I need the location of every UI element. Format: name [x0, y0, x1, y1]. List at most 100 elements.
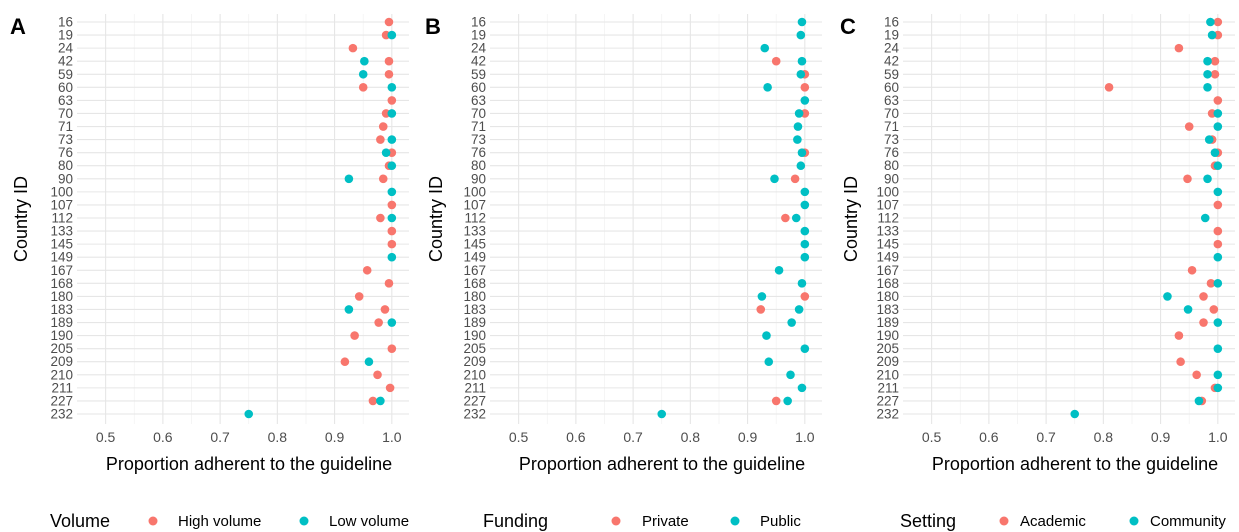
point-series1	[1192, 370, 1201, 380]
point-series1	[1174, 43, 1184, 53]
legend: Volume High volume Low volume	[50, 511, 409, 531]
point-series2	[757, 292, 767, 301]
point-series2	[797, 56, 807, 66]
y-tick-label: 19	[58, 28, 73, 43]
point-series1	[1187, 265, 1197, 275]
y-tick-label: 167	[50, 263, 73, 278]
point-series2	[770, 174, 779, 184]
point-series1	[387, 96, 397, 105]
point-series2	[1213, 109, 1223, 118]
y-tick-label: 60	[884, 80, 899, 95]
y-tick-label: 168	[50, 276, 73, 291]
point-series1	[1213, 239, 1223, 249]
point-series2	[1213, 122, 1223, 131]
point-series1	[1184, 122, 1194, 131]
point-series2	[364, 357, 374, 367]
y-tick-label: 107	[50, 197, 73, 212]
panel-letter: A	[10, 14, 26, 39]
legend: Setting Academic Community	[900, 511, 1226, 531]
point-series2	[358, 69, 368, 79]
point-series2	[1207, 30, 1217, 40]
y-tick-label: 42	[471, 54, 486, 69]
point-series2	[764, 357, 774, 367]
point-series2	[783, 396, 792, 406]
point-series2	[794, 109, 804, 118]
point-series2	[796, 30, 806, 40]
point-series2	[774, 265, 784, 275]
y-tick-label: 24	[58, 41, 74, 56]
legend-marker	[299, 516, 309, 526]
point-series1	[387, 239, 397, 249]
y-tick-label: 190	[876, 328, 899, 343]
y-tick-label: 133	[876, 224, 899, 239]
x-tick-label: 0.9	[738, 429, 758, 445]
y-tick-label: 70	[884, 106, 899, 121]
point-series1	[374, 318, 383, 327]
y-tick-label: 183	[50, 302, 73, 317]
y-tick-label: 145	[463, 237, 486, 252]
point-series1	[350, 331, 359, 340]
point-series2	[1213, 383, 1223, 393]
y-axis-title: Country ID	[841, 176, 861, 262]
point-series2	[787, 318, 796, 327]
x-tick-label: 0.8	[1094, 429, 1114, 445]
point-series2	[794, 305, 804, 314]
point-series2	[387, 83, 397, 92]
point-series2	[797, 148, 807, 157]
point-series2	[1213, 187, 1223, 197]
y-tick-label: 149	[463, 250, 486, 265]
x-tick-label: 0.7	[210, 429, 230, 445]
y-tick-label: 16	[884, 15, 899, 30]
y-tick-label: 210	[463, 367, 486, 382]
x-tick-label: 0.8	[681, 429, 701, 445]
y-tick-label: 100	[463, 184, 486, 199]
y-tick-label: 80	[884, 158, 899, 173]
point-series1	[368, 396, 378, 406]
y-tick-label: 76	[471, 145, 486, 160]
y-tick-label: 180	[463, 289, 486, 304]
y-tick-label: 19	[884, 28, 899, 43]
point-series2	[793, 122, 803, 131]
y-tick-label: 211	[51, 380, 73, 395]
y-tick-label: 112	[464, 211, 486, 226]
point-series2	[1213, 344, 1223, 353]
legend-title: Funding	[483, 511, 548, 531]
y-tick-label: 107	[876, 197, 899, 212]
point-series2	[344, 305, 354, 314]
y-tick-label: 190	[463, 328, 486, 343]
x-tick-label: 1.0	[1208, 429, 1228, 445]
point-series2	[793, 135, 802, 144]
point-series1	[354, 292, 364, 301]
x-tick-label: 1.0	[795, 429, 815, 445]
y-tick-label: 112	[51, 211, 73, 226]
y-tick-label: 70	[471, 106, 486, 121]
x-tick-label: 0.7	[1036, 429, 1056, 445]
point-series2	[1203, 174, 1212, 184]
point-series2	[796, 69, 806, 79]
legend-label: Public	[760, 513, 801, 530]
point-series1	[1199, 318, 1208, 327]
y-tick-label: 70	[58, 106, 73, 121]
point-series2	[791, 213, 801, 223]
point-series1	[387, 226, 397, 236]
point-series1	[348, 43, 358, 53]
point-series2	[1213, 252, 1223, 262]
y-tick-label: 133	[50, 224, 73, 239]
x-tick-label: 0.5	[96, 429, 116, 445]
x-axis-title: Proportion adherent to the guideline	[932, 454, 1218, 474]
y-tick-label: 59	[58, 67, 73, 82]
point-series1	[378, 174, 388, 184]
legend-label: Private	[642, 513, 689, 530]
point-series2	[1213, 318, 1223, 327]
point-series1	[387, 344, 397, 353]
point-series1	[1183, 174, 1192, 184]
point-series1	[384, 56, 394, 66]
y-tick-label: 210	[876, 367, 899, 382]
point-series1	[1210, 69, 1220, 79]
y-tick-label: 71	[471, 119, 486, 134]
y-axis-title: Country ID	[426, 176, 446, 262]
point-series2	[800, 187, 810, 197]
point-series2	[387, 187, 397, 197]
panel-A: 0.5 0.6 0.7 0.8 0.9 1.0 1619244259606370717376…	[10, 14, 409, 531]
